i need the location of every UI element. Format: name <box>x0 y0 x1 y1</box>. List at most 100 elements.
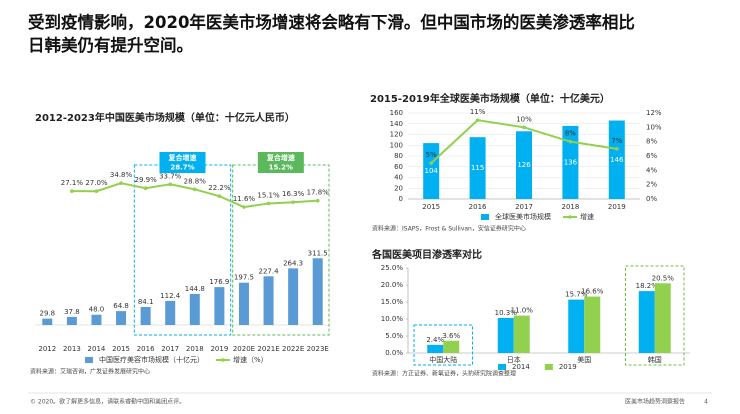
line-label: 29.9% <box>135 176 158 184</box>
bar <box>67 317 77 325</box>
legend-swatch <box>545 364 553 370</box>
bar <box>514 316 530 353</box>
bar <box>165 301 175 325</box>
bar-label: 64.8 <box>113 302 129 310</box>
bar-label: 115 <box>471 164 484 172</box>
legend-label: 增速 <box>580 212 594 221</box>
y-tick-label: 160 <box>390 109 403 117</box>
bar <box>568 300 584 353</box>
source: 资料来源：艾瑞咨询，广发证券发展研究中心 <box>30 368 150 376</box>
y-tick-label: 80 <box>394 152 403 160</box>
y-tick-label: 60 <box>394 163 403 171</box>
bar-label: 16.6% <box>581 288 604 296</box>
line-marker <box>429 161 433 165</box>
y-tick-label: 15.0% <box>381 298 404 306</box>
chart-title: 2012-2023年中国医美市场规模（单位：十亿元人民币） <box>35 111 295 124</box>
chart-title: 2015-2019年全球医美市场规模（单位：十亿美元） <box>370 92 610 105</box>
x-tick-label: 中国大陆 <box>429 355 457 364</box>
bar <box>239 283 249 325</box>
x-tick-label: 2017 <box>515 203 533 211</box>
line-label: 8% <box>565 130 576 138</box>
x-tick-label: 2019 <box>210 345 228 353</box>
headline: 受到疫情影响，2020年医美市场增速将会略有下滑。但中国市场的医美渗透率相比 <box>28 12 635 32</box>
bar <box>313 258 323 325</box>
line-label: 27.0% <box>85 179 108 187</box>
y2-tick-label: 6% <box>646 152 657 160</box>
y-tick-label: 20.0% <box>381 281 404 289</box>
y2-tick-label: 2% <box>646 181 657 189</box>
line-label: 7% <box>611 137 622 145</box>
line-marker <box>119 181 123 185</box>
legend-swatch <box>498 364 506 370</box>
x-tick-label: 2014 <box>88 345 106 353</box>
bar <box>288 268 298 325</box>
line-marker <box>95 189 99 193</box>
bar <box>141 307 151 325</box>
bar-label: 136 <box>564 158 578 166</box>
bar-label: 197.5 <box>234 274 254 282</box>
x-tick-label: 2015 <box>422 203 440 211</box>
x-tick-label: 2016 <box>137 345 155 353</box>
y-tick-label: 20 <box>394 184 403 192</box>
line <box>72 183 318 207</box>
line-marker <box>569 140 573 144</box>
line-marker <box>615 147 619 151</box>
legend-label: 全球医美市场规模 <box>495 212 551 221</box>
legend-label: 2019 <box>559 363 577 371</box>
x-tick-label: 2015 <box>112 345 130 353</box>
x-tick-label: 2017 <box>161 345 179 353</box>
bar-label: 104 <box>425 167 439 175</box>
y2-tick-label: 4% <box>646 166 657 174</box>
line-marker <box>316 199 320 203</box>
bar <box>584 297 600 353</box>
line-label: 10% <box>516 115 532 123</box>
bar <box>498 318 514 353</box>
bar-label: 48.0 <box>89 306 105 314</box>
x-tick-label: 韩国 <box>648 355 662 364</box>
bar <box>214 287 224 325</box>
bar-label: 144.8 <box>185 285 205 293</box>
annotation-value: 28.7% <box>170 164 194 172</box>
x-tick-label: 2023E <box>307 345 329 353</box>
line-marker <box>144 186 148 190</box>
line-marker <box>70 189 74 193</box>
bar-label: 20.5% <box>652 274 675 282</box>
x-tick-label: 2018 <box>186 345 204 353</box>
bar <box>91 315 101 325</box>
source: 资料来源：ISAPS，Frost & Sullivan，安信证券研究中心 <box>372 225 526 233</box>
line-label: 16.3% <box>282 190 305 198</box>
x-tick-label: 2018 <box>561 203 579 211</box>
legend-label: 中国医疗美容市场规模（十亿元） <box>99 355 204 364</box>
chart-title: 各国医美项目渗透率对比 <box>371 248 482 261</box>
bar-label: 264.3 <box>283 259 303 267</box>
line-label: 28.8% <box>184 177 207 185</box>
x-tick-label: 2013 <box>63 345 81 353</box>
legend-label: 增速（%） <box>233 355 268 364</box>
x-tick-label: 2022E <box>282 345 304 353</box>
line-marker <box>218 194 222 198</box>
bar-label: 29.8 <box>39 310 55 318</box>
line-marker <box>291 200 295 204</box>
line-label: 27.1% <box>61 179 84 187</box>
bar <box>443 341 459 353</box>
line-label: 17.8% <box>307 189 330 197</box>
bar <box>427 345 443 353</box>
bar <box>264 276 274 325</box>
bar <box>190 294 200 325</box>
bar-label: 146 <box>610 156 624 164</box>
line-marker <box>193 188 197 192</box>
page-number: 4 <box>704 399 708 406</box>
y-tick-label: 0 <box>399 195 403 203</box>
legend-swatch <box>85 357 93 363</box>
x-tick-label: 2012 <box>38 345 56 353</box>
y2-tick-label: 0% <box>646 195 657 203</box>
legend-swatch <box>221 358 225 362</box>
bar-label: 3.6% <box>442 332 460 340</box>
bar-label: 176.9 <box>209 278 229 286</box>
bar-label: 37.8 <box>64 308 80 316</box>
line-label: 33.7% <box>159 172 182 180</box>
y-tick-label: 140 <box>390 120 403 128</box>
bar <box>639 291 655 353</box>
legend-swatch <box>568 215 572 219</box>
x-tick-label: 2016 <box>469 203 487 211</box>
